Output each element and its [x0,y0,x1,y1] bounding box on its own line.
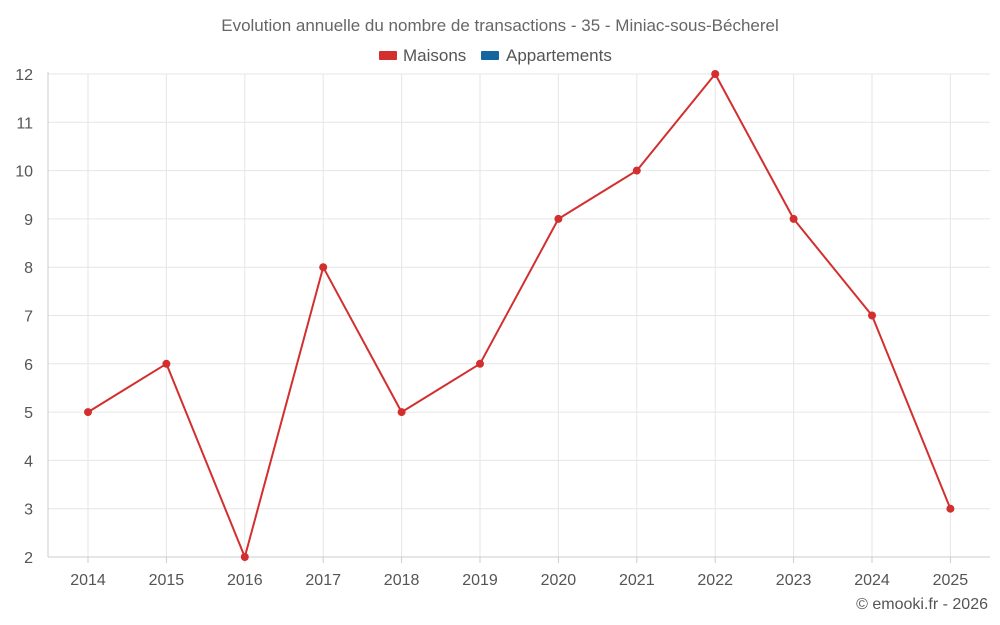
data-point [632,166,641,175]
data-point [240,553,249,561]
y-tick-label: 6 [24,357,33,374]
series-line-maisons [87,73,952,558]
x-tick-label: 2017 [305,572,341,589]
x-tick-label: 2021 [619,572,655,589]
legend-swatch-appartements [481,51,499,60]
x-tick-label: 2024 [854,572,890,589]
series-maisons [84,70,955,561]
chart-title: Evolution annuelle du nombre de transact… [221,16,779,35]
data-point [319,263,328,272]
data-point [84,408,92,417]
axes [47,72,990,563]
x-tick-label: 2016 [227,572,263,589]
y-tick-label: 10 [15,164,33,181]
data-point [554,214,563,223]
legend-item-maisons[interactable]: Maisons [379,46,466,65]
legend-label-maisons: Maisons [403,46,466,65]
x-tick-label: 2019 [462,572,498,589]
y-tick-label: 8 [24,260,33,277]
y-tick-label: 5 [24,405,33,422]
data-point [868,311,876,320]
x-tick-label: 2020 [541,572,577,589]
y-tick-label: 9 [24,212,33,229]
y-tick-label: 3 [24,502,33,519]
legend-label-appartements: Appartements [506,46,612,65]
data-point [162,359,171,368]
data-point [789,214,798,223]
x-tick-label: 2025 [933,572,969,589]
x-tick-label: 2023 [776,572,812,589]
data-point [711,70,720,78]
legend-swatch-maisons [379,51,397,60]
y-tick-label: 11 [16,115,33,132]
y-tick-label: 2 [24,550,33,567]
x-tick-label: 2018 [384,572,420,589]
legend: Maisons Appartements [379,46,612,65]
y-tick-label: 7 [24,309,33,326]
x-tick-label: 2015 [149,572,185,589]
data-point [946,504,955,513]
x-tick-label: 2014 [70,572,106,589]
x-axis-ticks: 2014 2015 2016 2017 2018 2019 2020 2021 2022 2023… [70,572,968,589]
grid [48,73,990,557]
credit-text: © emooki.fr - 2026 [856,596,988,613]
y-axis-ticks: 2 3 4 5 6 7 8 9 10 11 12 [15,67,33,567]
y-tick-label: 12 [15,67,33,84]
data-point [476,359,484,368]
y-tick-label: 4 [24,453,33,470]
legend-item-appartements[interactable]: Appartements [481,46,612,65]
data-point [397,408,406,417]
x-tick-label: 2022 [697,572,733,589]
